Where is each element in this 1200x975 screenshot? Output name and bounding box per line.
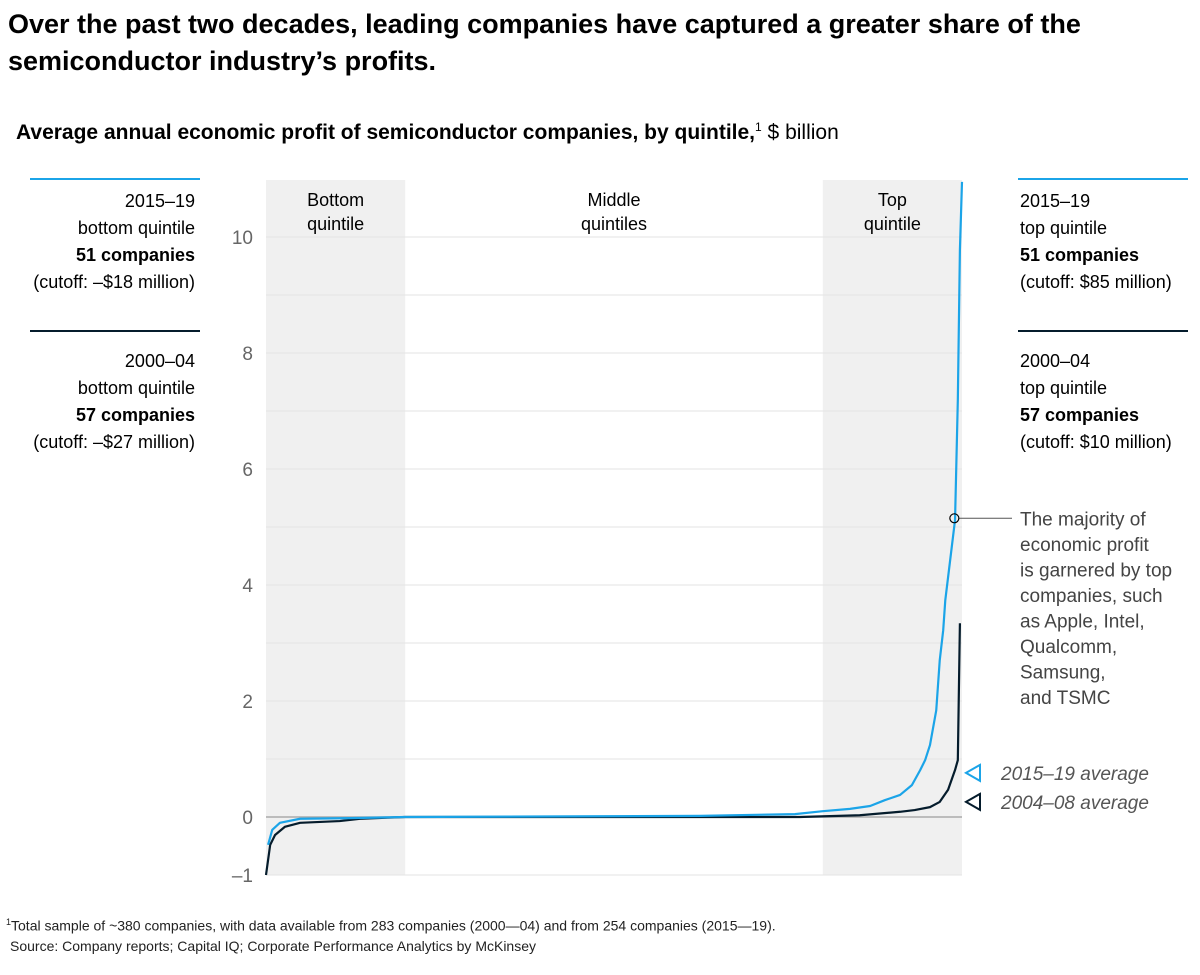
average-label: 2004–08 average [1000,793,1149,814]
annotation-text: economic profit [1020,535,1150,556]
period: 2015–19 [124,191,195,211]
count: 51 companies [1020,245,1140,265]
series-line [264,623,962,876]
annotation-text: is garnered by top [1020,560,1172,581]
label: top quintile [1020,218,1108,238]
label: bottom quintile [77,378,195,398]
count: 57 companies [1020,405,1140,425]
annotation-point [949,513,960,524]
average-label: 2015–19 average [1000,764,1149,785]
right-note-2015: 2015–19 top quintile 51 companies (cutof… [1020,188,1200,296]
annotation-text: and TSMC [1020,688,1110,709]
band-label: quintile [307,214,364,234]
rule-2015-left [30,178,200,180]
footnote: 1Total sample of ~380 companies, with da… [6,912,776,956]
cutoff: (cutoff: $10 million) [1020,432,1172,452]
band-label: quintiles [581,214,647,234]
source-text: Source: Company reports; Capital IQ; Cor… [10,937,536,954]
headline: Over the past two decades, leading compa… [8,9,1081,76]
cutoff: (cutoff: –$27 million) [33,432,195,452]
cutoff: (cutoff: $85 million) [1020,272,1172,292]
annotation-text: Samsung, [1020,662,1106,683]
y-tick-label: 0 [242,808,253,829]
band-label: Middle [587,190,640,210]
band-label: quintile [864,214,921,234]
footnote-ref: 1 [755,120,762,134]
y-tick-label: 6 [242,460,253,481]
count: 57 companies [75,405,195,425]
subtitle-bold: Average annual economic profit of semico… [16,121,756,144]
rule-2000-left [30,330,200,332]
footnote-marker: 1 [6,917,12,927]
annotation-text: as Apple, Intel, [1020,611,1145,632]
annotation-text: The majority of [1020,509,1146,530]
label: bottom quintile [77,218,195,238]
period: 2000–04 [124,351,195,371]
y-tick-label: –1 [232,866,253,887]
average-marker-icon [963,792,981,812]
series-line [267,181,964,846]
count: 51 companies [75,245,195,265]
period: 2000–04 [1020,351,1091,371]
band-label: Top [878,190,907,210]
annotation-text: Qualcomm, [1020,637,1117,658]
rule-2000-right [1018,330,1188,332]
band-label: Bottom [307,190,364,210]
unit-label: $ billion [761,121,839,144]
y-tick-label: 2 [242,692,253,713]
y-tick-label: 4 [242,576,253,597]
left-note-2000: 2000–04 bottom quintile 57 companies (cu… [0,348,195,456]
left-note-2015: 2015–19 bottom quintile 51 companies (cu… [0,188,195,296]
right-note-2000: 2000–04 top quintile 57 companies (cutof… [1020,348,1200,456]
label: top quintile [1020,378,1108,398]
y-tick-label: 10 [232,228,253,249]
footnote-text: Total sample of ~380 companies, with dat… [11,917,776,934]
average-marker-icon [963,763,981,783]
annotation-text: companies, such [1020,586,1163,607]
y-tick-label: 8 [242,344,253,365]
period: 2015–19 [1020,191,1091,211]
rule-2015-right [1018,178,1188,180]
chart-subtitle: Average annual economic profit of semico… [16,120,839,145]
cutoff: (cutoff: –$18 million) [33,272,195,292]
